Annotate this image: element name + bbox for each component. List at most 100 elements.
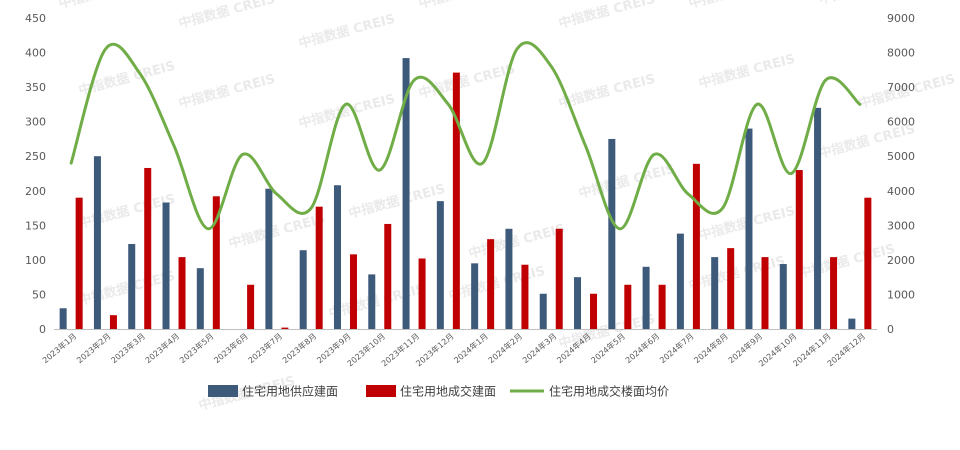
watermark: 中指数据 CREIS: [557, 71, 657, 112]
watermark: 中指数据 CREIS: [467, 221, 567, 262]
watermark: 中指数据 CREIS: [697, 51, 797, 92]
watermark: 中指数据 CREIS: [77, 191, 177, 232]
y-right-tick-label: 2000: [887, 254, 915, 267]
x-tick-label: 2023年1月: [40, 331, 78, 365]
y-left-tick-label: 150: [25, 219, 46, 232]
supply-bar: [574, 277, 582, 329]
price-point: [139, 73, 140, 74]
supply-bar: [642, 266, 650, 329]
price-point: [585, 145, 586, 146]
supply-bar: [93, 156, 101, 329]
supply-bar: [814, 107, 822, 329]
supply-bar: [333, 185, 341, 329]
y-right-tick-label: 3000: [887, 219, 915, 232]
price-point: [619, 228, 620, 229]
legend: 住宅用地供应建面 住宅用地成交建面 住宅用地成交楼面均价: [208, 384, 669, 399]
watermark: 中指数据 CREIS: [57, 0, 157, 12]
price-point: [722, 208, 723, 209]
price-point: [345, 104, 346, 105]
watermark: 中指数据 CREIS: [177, 71, 277, 112]
y-left-tick-label: 350: [25, 81, 46, 94]
deal-bar: [761, 257, 769, 329]
y-left-tick-label: 0: [39, 323, 46, 336]
deal-bar: [315, 206, 323, 329]
legend-deal-label: 住宅用地成交建面: [400, 384, 496, 399]
supply-bar: [676, 233, 684, 329]
watermark: 中指数据 CREIS: [177, 0, 277, 32]
y-left-tick-label: 400: [25, 47, 46, 60]
watermark: 中指数据 CREIS: [687, 253, 787, 294]
watermark: 中指数据 CREIS: [77, 268, 177, 309]
supply-bar: [299, 250, 307, 329]
deal-bar: [624, 284, 632, 329]
deal-bar: [349, 254, 357, 329]
price-series-line: [69, 41, 862, 231]
deal-bar: [521, 264, 529, 329]
legend-deal-swatch: [366, 385, 396, 397]
deal-bar: [555, 228, 563, 329]
supply-bar: [162, 202, 170, 329]
legend-price-label: 住宅用地成交楼面均价: [549, 384, 669, 399]
x-tick-label: 2024年12月: [825, 331, 867, 369]
deal-bar: [692, 163, 700, 329]
price-point: [448, 104, 449, 105]
watermark: 中指数据 CREIS: [447, 263, 547, 304]
supply-bar: [539, 293, 547, 329]
y-right-tick-label: 6000: [887, 116, 915, 129]
legend-supply-swatch: [208, 385, 238, 397]
watermark: 中指数据 CREIS: [297, 11, 397, 52]
watermark: 中指数据 CREIS: [77, 58, 177, 99]
y-left-tick-label: 100: [25, 254, 46, 267]
price-point: [311, 208, 312, 209]
price-point: [414, 80, 415, 81]
supply-bar: [436, 201, 444, 329]
deal-bar: [75, 197, 83, 329]
deal-bar: [212, 196, 220, 329]
x-tick-label: 2024年8月: [692, 331, 730, 365]
deal-bar: [109, 315, 117, 329]
x-tick-label: 2023年2月: [75, 331, 113, 365]
y-left-tick-label: 200: [25, 185, 46, 198]
supply-bar: [711, 257, 719, 329]
price-point: [174, 145, 175, 146]
x-tick-label: 2024年3月: [520, 331, 558, 365]
y-left-tick-label: 50: [32, 288, 46, 301]
supply-bar: [402, 58, 410, 330]
price-point: [516, 49, 517, 50]
x-tick-label: 2023年6月: [212, 331, 250, 365]
x-tick-label: 2023年8月: [280, 331, 318, 365]
deal-bar: [487, 239, 495, 329]
watermark: 中指数据 CREIS: [347, 181, 447, 222]
y-left-tick-label: 450: [25, 12, 46, 25]
supply-bar: [608, 138, 616, 329]
deal-bar: [864, 197, 872, 329]
legend-supply-label: 住宅用地供应建面: [242, 384, 338, 399]
watermark: 中指数据 CREIS: [327, 281, 427, 322]
deal-bar: [727, 248, 735, 329]
price-point: [551, 66, 552, 67]
supply-bar: [128, 243, 136, 329]
price-point: [208, 228, 209, 229]
price-point: [756, 104, 757, 105]
watermark: 中指数据 CREIS: [817, 0, 917, 8]
supply-bar: [779, 264, 787, 329]
watermark: 中指数据 CREIS: [227, 211, 327, 252]
watermark: 中指数据 CREIS: [297, 91, 397, 132]
deal-bar: [418, 258, 426, 329]
deal-bar: [178, 257, 186, 329]
y-right-tick-label: 7000: [887, 81, 915, 94]
deal-bar: [384, 223, 392, 329]
x-tick-label: 2024年1月: [452, 331, 490, 365]
price-point: [825, 80, 826, 81]
deal-bar: [658, 284, 666, 329]
y-right-tick-label: 1000: [887, 288, 915, 301]
price-point: [791, 173, 792, 174]
x-tick-label: 2024年7月: [657, 331, 695, 365]
watermark: 中指数据 CREIS: [417, 0, 517, 12]
x-tick-label: 2023年5月: [177, 331, 215, 365]
supply-bar: [505, 228, 513, 329]
watermark: 中指数据 CREIS: [797, 241, 897, 282]
deal-bar: [452, 72, 460, 329]
